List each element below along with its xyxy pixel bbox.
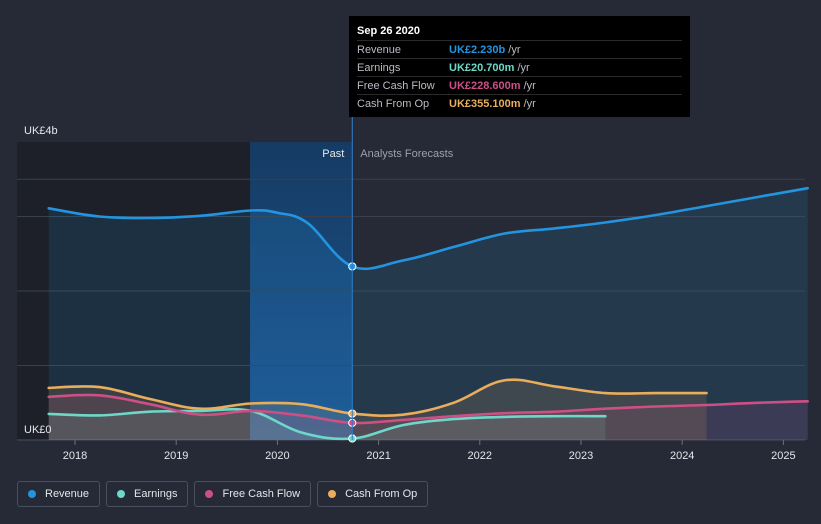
series-line-cash-from-op [47, 378, 708, 417]
tooltip-unit: /yr [523, 97, 536, 110]
tooltip-unit: /yr [523, 79, 536, 92]
x-tick-label: 2018 [63, 450, 87, 462]
tooltip-value: UK£355.100m [449, 97, 521, 110]
legend-label: Free Cash Flow [222, 488, 301, 500]
legend-dot-icon [28, 490, 36, 498]
tooltip-value: UK£20.700m [449, 61, 515, 74]
legend-item-cash-from-op[interactable]: Cash From Op [317, 481, 429, 507]
tooltip-unit: /yr [508, 43, 521, 56]
series-line-free-cash-flow [47, 393, 809, 425]
tooltip-row-revenue: Revenue UK£2.230b /yr [357, 40, 682, 58]
tooltip-row-free-cash-flow: Free Cash Flow UK£228.600m /yr [357, 76, 682, 94]
tooltip-row-cash-from-op: Cash From Op UK£355.100m /yr [357, 94, 682, 112]
x-tick-label: 2021 [366, 450, 390, 462]
tooltip-value: UK£228.600m [449, 79, 521, 92]
x-tick-label: 2024 [670, 450, 694, 462]
forecast-label: Analysts Forecasts [360, 148, 453, 160]
x-tick-label: 2019 [164, 450, 188, 462]
tooltip-label: Earnings [357, 61, 401, 74]
series-area-free-cash-flow [48, 394, 808, 440]
series-area-earnings [48, 409, 606, 440]
legend-label: Cash From Op [345, 488, 418, 500]
x-tick-label: 2020 [265, 450, 289, 462]
series-line-earnings [47, 407, 607, 441]
tooltip-value: UK£2.230b [449, 43, 506, 56]
tooltip-label: Revenue [357, 43, 402, 56]
x-tick-label: 2022 [468, 450, 492, 462]
past-label: Past [322, 148, 344, 160]
tooltip-panel: Sep 26 2020 Revenue UK£2.230b /yr Earnin… [349, 16, 690, 117]
x-tick-label: 2023 [569, 450, 593, 462]
legend-item-free-cash-flow[interactable]: Free Cash Flow [194, 481, 312, 507]
y-axis-top-label: UK£4b [24, 125, 58, 137]
tooltip-label: Free Cash Flow [357, 79, 435, 92]
y-axis-bottom-label: UK£0 [24, 424, 52, 436]
legend-dot-icon [328, 490, 337, 498]
legend-dot-icon [117, 490, 126, 498]
tooltip-label: Cash From Op [357, 97, 430, 110]
series-area-revenue [48, 188, 808, 440]
legend-item-earnings[interactable]: Earnings [106, 481, 189, 507]
legend-dot-icon [205, 490, 214, 498]
series-area-cash-from-op [48, 379, 707, 440]
tooltip-date: Sep 26 2020 [357, 25, 420, 37]
series-line-revenue [47, 186, 809, 271]
x-tick-label: 2025 [771, 450, 795, 462]
legend-item-revenue[interactable]: Revenue [17, 481, 101, 507]
chart-legend: Revenue Earnings Free Cash Flow Cash Fro… [17, 481, 429, 507]
tooltip-row-earnings: Earnings UK£20.700m /yr [357, 58, 682, 76]
tooltip-unit: /yr [517, 61, 530, 74]
legend-label: Earnings [134, 488, 178, 500]
legend-label: Revenue [45, 488, 90, 500]
